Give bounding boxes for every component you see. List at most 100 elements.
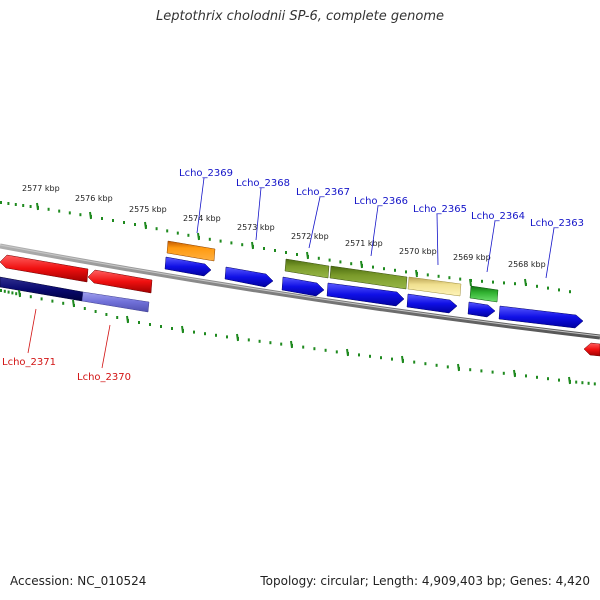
minor-tick (83, 307, 86, 310)
minor-tick (525, 374, 527, 378)
gene-label-lcho-2363: Lcho_2363 (530, 218, 584, 229)
minor-tick (105, 313, 108, 316)
minor-tick (350, 262, 353, 266)
minor-tick (258, 339, 261, 343)
gene-lcho-2365-feature (407, 276, 462, 297)
gene-label-lcho-2368: Lcho_2368 (236, 178, 290, 189)
minor-tick (405, 270, 407, 274)
minor-tick (383, 267, 385, 271)
minor-tick (581, 381, 584, 385)
minor-tick (11, 291, 14, 295)
minor-tick (134, 223, 136, 226)
forward-genes-inner (164, 256, 584, 329)
minor-tick (435, 363, 438, 367)
minor-tick (424, 362, 427, 366)
minor-tick (123, 221, 125, 224)
minor-tick (160, 325, 162, 328)
gene-lcho-2364-feature (469, 285, 499, 303)
gene-red-arrow-edge (583, 342, 600, 357)
gene-lcho-2370-domain (81, 291, 150, 313)
minor-tick (448, 276, 451, 280)
minor-tick (7, 290, 10, 294)
minor-tick (536, 375, 538, 379)
reverse-genes (0, 254, 600, 357)
kbp-label-2576: 2576 kbp (75, 194, 113, 203)
map-title: Leptothrix cholodnii SP-6, complete geno… (156, 9, 444, 24)
kbp-label-2570: 2570 kbp (399, 247, 437, 256)
minor-tick (575, 380, 578, 384)
gene-lcho-2366-feature (329, 265, 408, 290)
minor-tick (285, 251, 287, 254)
minor-tick (155, 227, 158, 231)
minor-tick (558, 378, 560, 382)
minor-tick (62, 301, 65, 305)
gene-label-lcho-2367: Lcho_2367 (296, 187, 350, 198)
upper-major-ticks (36, 202, 527, 287)
minor-tick (79, 213, 82, 217)
minor-tick (446, 365, 449, 369)
minor-tick (547, 377, 549, 381)
minor-tick (166, 229, 169, 233)
minor-tick (22, 204, 25, 207)
minor-tick (593, 382, 596, 386)
gene-arrow-5 (406, 293, 458, 314)
minor-tick (68, 211, 71, 215)
minor-tick (558, 288, 560, 292)
minor-tick (426, 273, 429, 277)
minor-tick (187, 233, 190, 237)
kbp-label-2574: 2574 kbp (183, 214, 221, 223)
minor-tick (14, 203, 17, 206)
minor-tick (296, 253, 298, 256)
minor-tick (469, 368, 472, 372)
minor-tick (335, 350, 338, 354)
minor-tick (313, 347, 316, 351)
minor-tick (226, 335, 228, 339)
gene-label-lcho-2370: Lcho_2370 (77, 372, 131, 383)
minor-tick (492, 280, 494, 284)
minor-tick (514, 282, 516, 286)
minor-tick (369, 354, 371, 358)
minor-tick (171, 327, 173, 330)
reverse-gene-labels: Lcho_2371 Lcho_2370 (2, 308, 131, 383)
minor-tick (481, 279, 483, 283)
minor-tick (208, 237, 211, 241)
minor-tick (502, 371, 505, 375)
minor-tick (15, 292, 18, 296)
minor-tick (569, 290, 571, 294)
gene-arrow-4 (326, 282, 405, 307)
minor-tick (536, 284, 538, 288)
minor-tick (51, 299, 54, 303)
minor-tick (29, 205, 32, 208)
minor-tick (40, 297, 43, 301)
minor-tick (302, 345, 305, 349)
minor-tick (380, 356, 382, 360)
gene-label-lcho-2371: Lcho_2371 (2, 357, 56, 368)
minor-tick (58, 209, 61, 213)
minor-tick (7, 202, 10, 205)
forward-genes-outer (166, 240, 499, 303)
minor-tick (247, 338, 250, 342)
minor-tick (317, 256, 320, 260)
minor-tick (269, 341, 272, 345)
minor-tick (241, 243, 244, 247)
gene-label-lcho-2365: Lcho_2365 (413, 204, 467, 215)
minor-tick (274, 249, 276, 252)
minor-tick (413, 360, 416, 364)
kbp-label-2571: 2571 kbp (345, 239, 383, 248)
kbp-label-2573: 2573 kbp (237, 223, 275, 232)
accession-label: Accession: NC_010524 (10, 574, 147, 588)
minor-tick (491, 370, 494, 374)
gene-red-arrow-2 (87, 269, 153, 294)
kbp-label-2569: 2569 kbp (453, 253, 491, 262)
minor-tick (280, 342, 283, 346)
minor-tick (339, 260, 342, 264)
gene-arrow-2 (224, 266, 274, 288)
kbp-label-2575: 2575 kbp (129, 205, 167, 214)
minor-tick (372, 265, 374, 269)
lower-major-ticks (18, 289, 571, 385)
gene-label-lcho-2366: Lcho_2366 (354, 196, 408, 207)
minor-tick (101, 217, 103, 220)
gene-lcho-2369-feature (166, 240, 216, 262)
minor-tick (3, 289, 6, 293)
